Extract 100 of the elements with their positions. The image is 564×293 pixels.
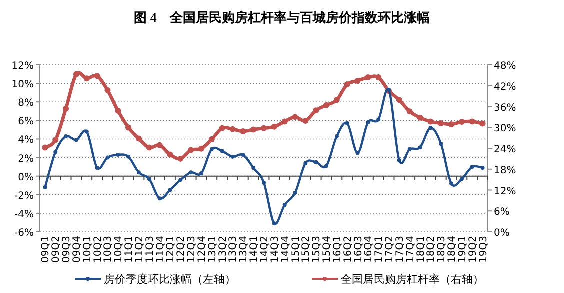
point <box>210 147 214 152</box>
x-tick-label: 12Q2 <box>176 236 188 263</box>
point <box>188 147 194 154</box>
point <box>198 146 204 152</box>
y-tick-label: 4% <box>18 135 34 146</box>
point <box>220 149 224 154</box>
point <box>241 152 246 157</box>
point <box>64 134 68 138</box>
point <box>324 164 329 168</box>
point <box>156 142 163 148</box>
point <box>136 136 142 142</box>
point <box>448 121 455 128</box>
x-tick-label: 09Q2 <box>51 236 62 263</box>
point <box>84 130 89 134</box>
point <box>418 146 422 150</box>
x-tick-label: 17Q2 <box>384 236 396 263</box>
point <box>116 152 120 157</box>
y2-tick-label: 42% <box>494 82 516 93</box>
point <box>219 125 226 132</box>
point <box>376 118 381 122</box>
point <box>282 118 288 125</box>
x-tick-label: 14Q3 <box>270 236 281 263</box>
point <box>376 74 382 81</box>
point <box>262 180 266 185</box>
point <box>397 158 402 163</box>
point <box>126 124 132 131</box>
x-tick-label: 17Q4 <box>405 236 416 263</box>
point <box>438 120 444 126</box>
point <box>146 144 152 151</box>
point <box>366 120 370 125</box>
point <box>63 106 70 112</box>
x-tick-label: 19Q2 <box>468 236 479 263</box>
y2-tick-label: 48% <box>494 61 516 72</box>
x-tick-label: 15Q1 <box>290 236 302 263</box>
point <box>208 136 215 142</box>
x-tick-label: 13Q2 <box>218 236 229 263</box>
point <box>293 191 298 196</box>
point <box>106 156 110 160</box>
point <box>199 172 204 176</box>
point <box>439 142 444 146</box>
point <box>334 97 340 104</box>
legend-label: 房价季度环比涨幅（左轴） <box>104 273 236 286</box>
chart-title: 图 4 全国居民购房杠杆率与百城房价指数环比涨幅 <box>134 10 430 25</box>
point <box>261 125 267 132</box>
point <box>365 74 372 81</box>
x-tick-label: 15Q3 <box>312 236 323 263</box>
point <box>344 81 350 88</box>
x-tick-label: 15Q2 <box>301 236 312 263</box>
x-tick-label: 16Q3 <box>353 236 364 263</box>
y-tick-label: 8% <box>18 98 34 110</box>
point <box>168 188 172 192</box>
point <box>54 150 58 154</box>
point <box>313 108 320 114</box>
point <box>52 137 59 144</box>
y-tick-label: -2% <box>14 190 34 202</box>
y2-tick-label: 36% <box>494 102 516 114</box>
point <box>230 154 235 159</box>
y2-tick-label: 18% <box>494 165 516 176</box>
point <box>469 118 476 125</box>
point <box>428 118 434 125</box>
y-tick-label: 2% <box>18 154 34 165</box>
point <box>189 170 194 175</box>
x-tick-label: 18Q3 <box>436 236 448 263</box>
x-tick-label: 11Q1 <box>124 236 136 263</box>
point <box>136 170 141 175</box>
x-tick-label: 19Q3 <box>478 236 490 263</box>
point <box>126 154 131 159</box>
x-tick-label: 12Q4 <box>196 236 208 263</box>
point <box>115 108 122 114</box>
x-tick-label: 12Q1 <box>166 236 177 263</box>
point <box>250 126 257 133</box>
legend-label: 全国居民购房杠杆率（右轴） <box>341 273 484 286</box>
point <box>240 128 246 134</box>
x-tick-label: 13Q1 <box>207 236 218 263</box>
x-tick-label: 18Q2 <box>426 236 438 263</box>
y2-tick-label: 12% <box>494 186 516 198</box>
x-tick-label: 11Q4 <box>155 236 166 263</box>
point <box>460 177 464 182</box>
x-tick-label: 09Q3 <box>62 236 73 263</box>
point <box>480 120 486 127</box>
point <box>147 177 152 182</box>
point <box>356 151 360 156</box>
point <box>408 147 412 152</box>
point <box>324 102 330 108</box>
point <box>282 203 287 208</box>
point <box>94 73 100 80</box>
y-tick-label: -4% <box>14 209 34 220</box>
x-tick-label: 10Q4 <box>114 236 125 263</box>
y-tick-label: 6% <box>18 116 34 128</box>
x-tick-label: 10Q3 <box>103 236 114 263</box>
point <box>334 134 339 138</box>
point <box>314 160 318 164</box>
y-tick-label: 0% <box>18 172 34 184</box>
y2-tick-label: 24% <box>494 144 516 156</box>
point <box>104 87 111 94</box>
point <box>406 108 413 115</box>
point <box>480 166 485 170</box>
point <box>450 182 454 186</box>
point <box>272 222 276 226</box>
x-tick-label: 15Q4 <box>322 236 334 263</box>
